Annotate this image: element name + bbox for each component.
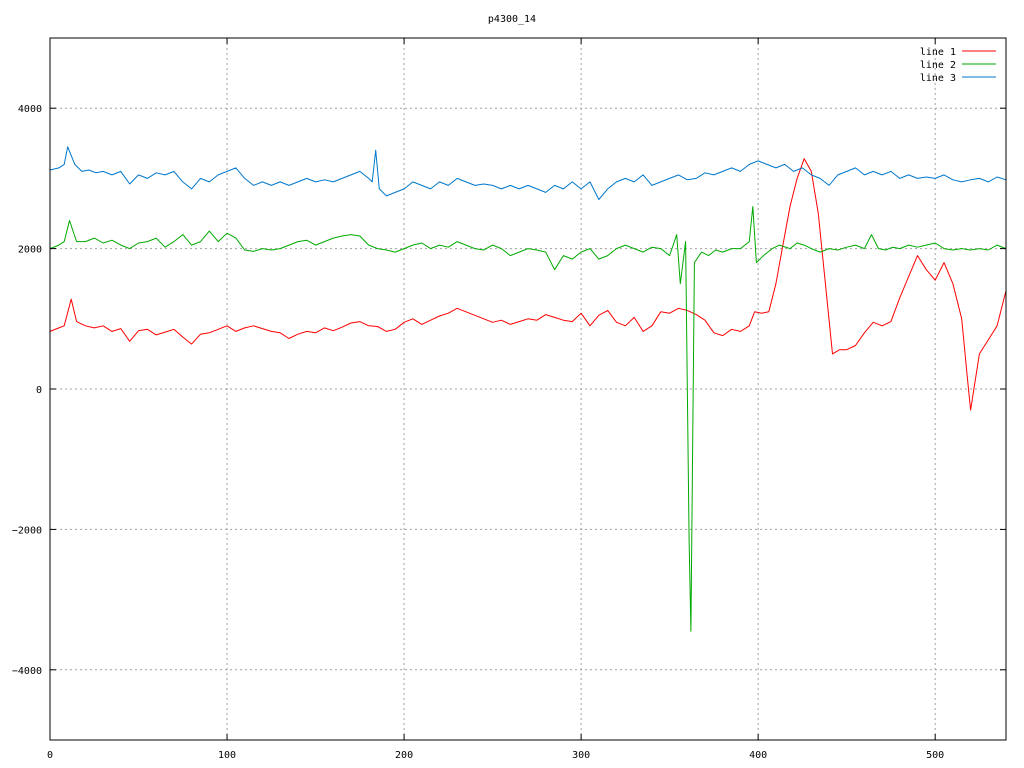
chart-title: p4300_14 (488, 14, 536, 25)
grid (50, 38, 1006, 740)
plot-frame (49, 37, 1007, 741)
series-layer (49, 146, 1007, 632)
series-2-line (49, 206, 1007, 632)
series-3-line (49, 146, 1007, 200)
x-tick-label: 400 (749, 750, 767, 761)
y-tick-label: 4000 (18, 104, 42, 115)
x-tick-label: 0 (47, 750, 53, 761)
y-tick-label: 0 (36, 385, 42, 396)
y-tick-label: −2000 (12, 525, 42, 536)
y-tick-label: 2000 (18, 245, 42, 256)
x-tick-label: 300 (572, 750, 590, 761)
x-tick-label: 100 (218, 750, 236, 761)
legend: line 1 line 2 line 3 (920, 47, 996, 84)
x-tick-label: 200 (395, 750, 413, 761)
legend-label-2: line 2 (920, 60, 956, 71)
legend-label-1: line 1 (920, 47, 956, 58)
series-1-line (49, 158, 1007, 411)
x-tick-label: 500 (926, 750, 944, 761)
legend-label-3: line 3 (920, 73, 956, 84)
axis-ticks: 0 100 200 300 400 500 −4000 −2000 0 2000 4000 (12, 38, 1006, 761)
y-tick-label: −4000 (12, 666, 42, 677)
